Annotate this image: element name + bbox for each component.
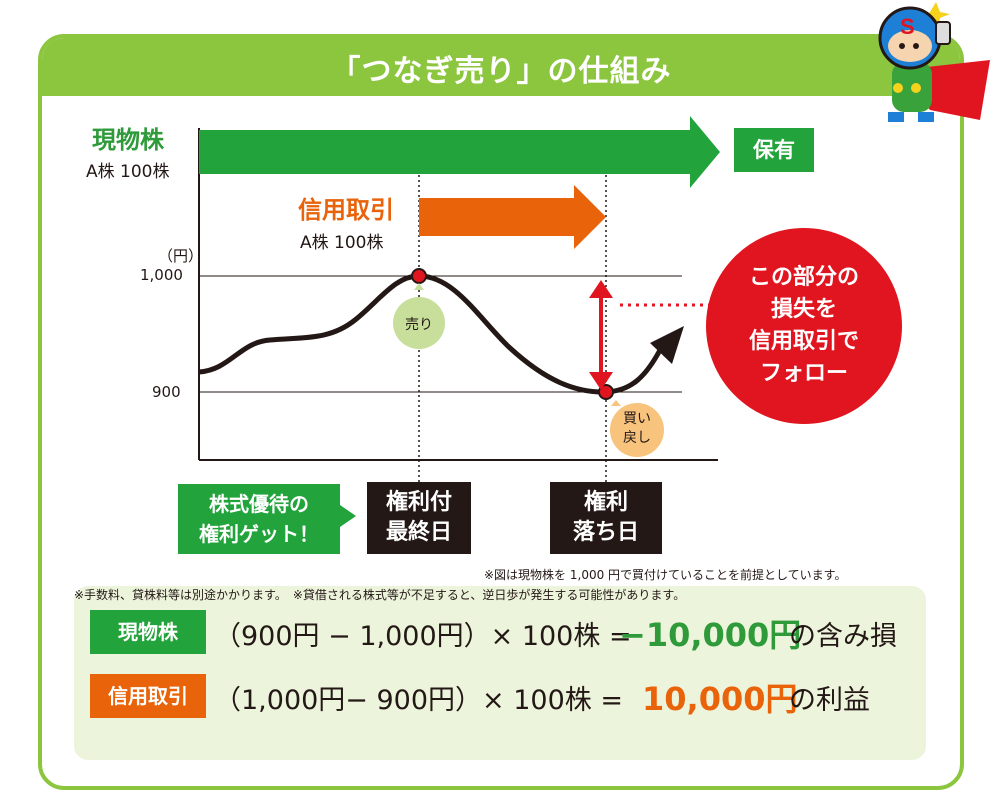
calc-row1-tag: 現物株 xyxy=(90,610,206,654)
credit-sub: A株 100株 xyxy=(300,233,384,253)
diagram-title: 「つなぎ売り」の仕組み xyxy=(330,54,672,89)
right-get-line2: 権利ゲット！ xyxy=(199,522,319,546)
calc-row1-suffix: の含み損 xyxy=(789,621,897,652)
buyback-point xyxy=(598,384,614,400)
gap-arrow-down xyxy=(589,372,613,390)
calc-row2-formula: （1,000円− 900円）× 100株 = xyxy=(214,685,623,716)
mascot-illustration: S xyxy=(878,2,990,122)
holding-arrow xyxy=(199,116,720,188)
sell-bubble xyxy=(393,297,445,349)
callout-line2: 損失を xyxy=(770,297,837,322)
calc-row2-result: 10,000円 xyxy=(642,680,798,718)
record-last-line1: 権利付 xyxy=(385,490,452,515)
chart-note: ※図は現物株を 1,000 円で買付けていることを前提としています。 xyxy=(484,568,847,582)
calc-row2-tag: 信用取引 xyxy=(90,674,206,718)
right-get-line1: 株式優待の xyxy=(209,492,309,516)
calc-row2-suffix: の利益 xyxy=(789,685,870,716)
callout-line1: この部分の xyxy=(748,265,859,290)
hold-badge: 保有 xyxy=(734,128,814,172)
credit-arrow xyxy=(419,185,606,249)
buyback-bubble xyxy=(610,403,664,457)
loss-callout: この部分の 損失を 信用取引で フォロー xyxy=(706,228,902,424)
footnote: ※手数料、貸株料等は別途かかります。 ※貸借される株式等が不足すると、逆日歩が発… xyxy=(74,588,686,602)
curve-arrowhead xyxy=(650,326,684,364)
gap-arrow-up xyxy=(589,280,613,298)
ex-date-line2: 落ち日 xyxy=(572,520,639,545)
buyback-text-1: 買い xyxy=(623,411,651,427)
buyback-bubble-text: 買い 戻し xyxy=(617,410,657,448)
tick-1000: 1,000 xyxy=(140,266,183,284)
svg-text:S: S xyxy=(900,14,915,39)
calc-panel: 現物株 （900円 − 1,000円）× 100株 = −10,000円 の含み… xyxy=(74,586,926,760)
callout-line3: 信用取引で xyxy=(748,329,859,354)
calc-row1-formula: （900円 − 1,000円）× 100株 = xyxy=(214,621,632,652)
sell-bubble-text: 売り xyxy=(405,317,433,333)
tick-900: 900 xyxy=(152,383,181,401)
axis-unit: （円） xyxy=(158,247,204,265)
record-last-box: 権利付 最終日 xyxy=(367,482,471,554)
right-get-box: 株式優待の 権利ゲット！ xyxy=(178,484,340,554)
record-last-line2: 最終日 xyxy=(385,520,452,545)
ex-date-box: 権利 落ち日 xyxy=(550,482,662,554)
credit-label: 信用取引 xyxy=(298,196,394,224)
title-band: 「つなぎ売り」の仕組み xyxy=(42,38,960,96)
calc-row1-result: −10,000円 xyxy=(619,616,802,654)
buyback-text-2: 戻し xyxy=(623,430,651,446)
ex-date-line1: 権利 xyxy=(583,490,628,515)
sell-point xyxy=(411,268,427,284)
callout-line4: フォロー xyxy=(759,361,848,386)
physical-sub: A株 100株 xyxy=(86,162,170,182)
physical-label: 現物株 xyxy=(92,126,164,154)
